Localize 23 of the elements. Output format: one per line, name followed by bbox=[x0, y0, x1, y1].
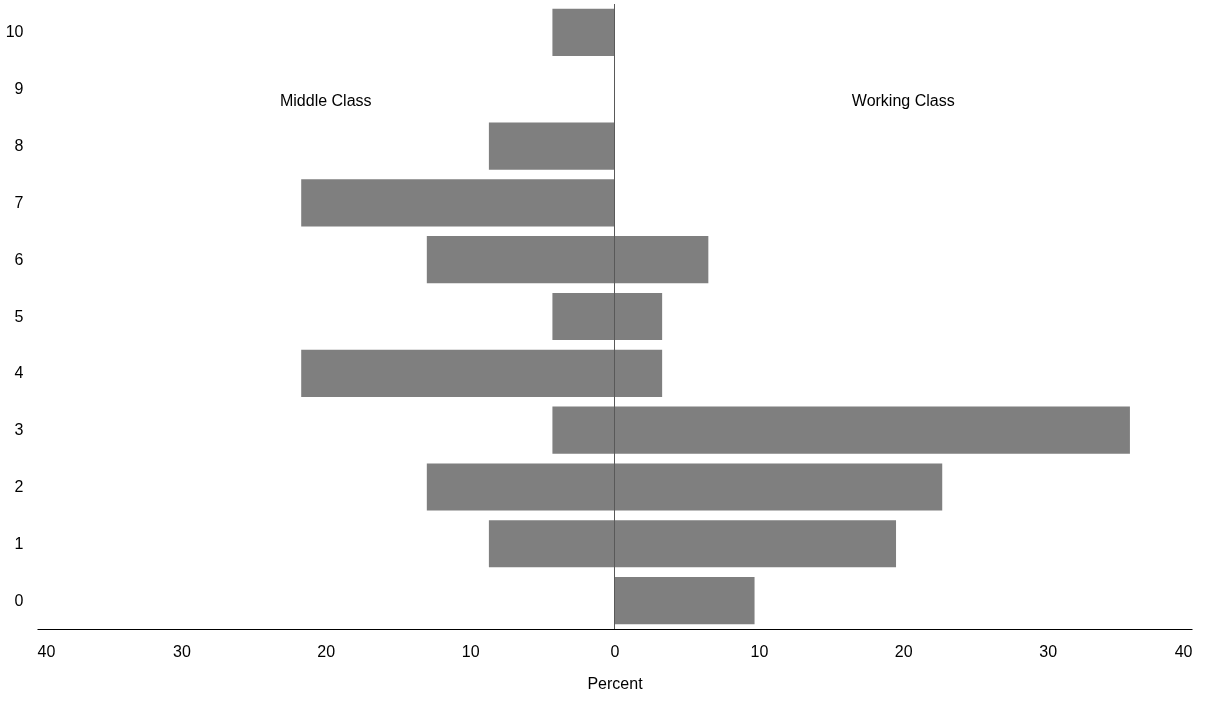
annotation: Middle Class bbox=[279, 92, 372, 109]
x-tick-label: 10 bbox=[750, 642, 769, 660]
x-tick-label: 40 bbox=[37, 642, 56, 660]
annotation: Working Class bbox=[851, 92, 955, 109]
x-tick-label: 30 bbox=[1039, 642, 1058, 660]
x-tick-label: 0 bbox=[610, 642, 620, 660]
y-tick-label: 7 bbox=[14, 193, 24, 211]
x-tick-label: 40 bbox=[1174, 642, 1193, 660]
y-tick-label: 10 bbox=[5, 23, 24, 41]
y-tick-label: 5 bbox=[14, 307, 24, 325]
y-tick-label: 8 bbox=[14, 137, 24, 155]
y-tick-label: 2 bbox=[14, 477, 24, 495]
y-tick-label: 1 bbox=[14, 534, 24, 552]
x-tick-label: 10 bbox=[461, 642, 480, 660]
y-tick-label: 0 bbox=[14, 591, 24, 609]
x-axis-title: Percent bbox=[587, 674, 644, 692]
x-tick-label: 30 bbox=[172, 642, 191, 660]
y-tick-label: 6 bbox=[14, 250, 24, 268]
y-tick-label: 4 bbox=[14, 364, 24, 382]
y-tick-label: 3 bbox=[14, 421, 24, 439]
y-tick-label: 9 bbox=[14, 80, 24, 98]
x-tick-label: 20 bbox=[317, 642, 336, 660]
x-tick-label: 20 bbox=[894, 642, 913, 660]
